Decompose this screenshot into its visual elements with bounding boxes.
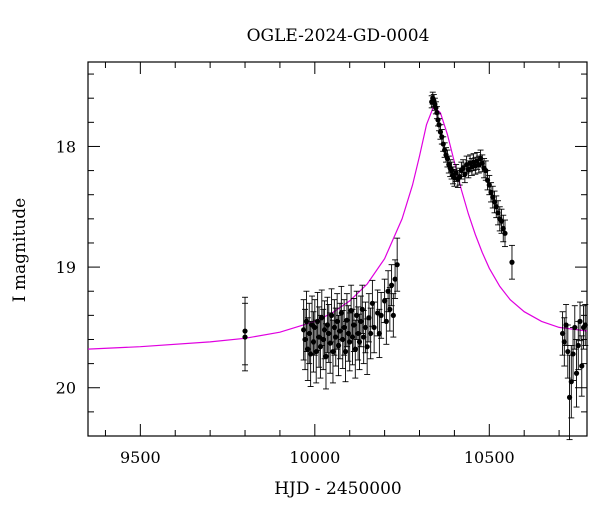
data-point [577,301,584,342]
data-points [242,91,589,441]
x-axis-label: HJD - 2450000 [274,479,402,499]
point-marker [352,346,358,352]
data-point [349,308,356,366]
point-marker [371,324,377,331]
data-point [300,299,307,361]
data-point [328,288,335,343]
point-marker [435,117,441,123]
data-point [342,320,349,383]
point-marker [394,262,400,268]
point-marker [577,318,583,324]
y-tick-label: 20 [56,379,76,398]
tick-labels: 9500 10000 10500 18 19 20 [56,137,515,467]
y-tick-label: 19 [56,258,76,277]
point-marker [434,110,440,116]
point-marker [378,312,384,318]
point-marker [572,324,578,331]
plot-frame [87,61,588,437]
point-marker [502,230,508,236]
data-point [311,299,318,356]
data-point [242,302,249,372]
chart-title: OGLE-2024-GD-0004 [247,26,430,46]
point-marker [342,348,349,355]
point-marker [575,342,581,349]
data-point [508,244,515,280]
point-marker [570,351,576,357]
point-marker [242,334,248,340]
x-tick-label: 10500 [464,448,515,467]
point-marker [582,322,588,328]
point-marker [383,318,389,324]
data-point [317,314,324,379]
data-point [383,298,390,345]
point-marker [509,259,515,265]
y-tick-label: 18 [56,137,76,156]
data-point [578,335,585,397]
data-point [327,312,334,374]
point-marker [433,105,439,111]
x-tick-label: 10000 [289,448,340,467]
point-marker [387,306,393,312]
data-point [378,291,385,339]
data-point [582,304,589,346]
point-marker [390,312,396,318]
point-marker [364,344,370,350]
y-axis-label: I magnitude [10,198,30,302]
axis-ticks [88,62,587,436]
data-point [345,305,352,362]
point-marker [347,339,353,345]
point-marker [565,348,571,355]
data-point [302,308,309,371]
point-marker [579,363,585,369]
data-point [352,319,359,379]
point-marker [368,330,374,337]
data-point [322,323,329,390]
data-point [348,284,355,337]
data-point [371,301,378,354]
point-marker [328,312,335,318]
x-tick-label: 9500 [120,448,161,467]
data-point [501,219,508,248]
data-point [571,305,578,350]
data-point [341,299,348,356]
point-marker [323,353,329,359]
data-point [335,314,342,377]
data-point [304,317,311,381]
point-marker [573,370,580,376]
data-point [575,320,582,371]
point-marker [392,276,398,282]
data-point [334,293,341,350]
data-point [350,298,357,352]
data-point [394,237,401,292]
point-marker [388,282,395,288]
